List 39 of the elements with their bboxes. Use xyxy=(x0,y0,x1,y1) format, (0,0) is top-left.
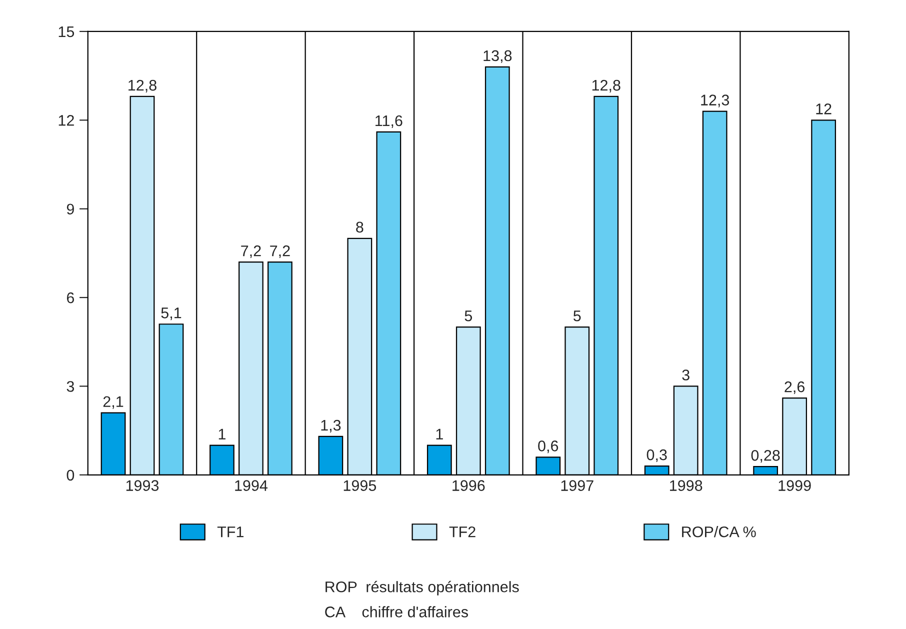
legend-label: TF1 xyxy=(217,526,244,538)
data-label: 5 xyxy=(464,310,472,322)
data-label: 7,2 xyxy=(241,245,261,258)
data-label: 0,3 xyxy=(646,449,667,462)
y-tick-label: 3 xyxy=(66,381,74,392)
data-label: 2,6 xyxy=(784,381,805,394)
y-tick-label: 6 xyxy=(66,292,74,304)
data-label: 12,3 xyxy=(701,94,730,108)
data-label: 7,2 xyxy=(270,245,290,258)
data-label: 5 xyxy=(573,310,581,322)
data-label: 12,8 xyxy=(592,80,620,92)
x-tick-label: 1998 xyxy=(670,480,702,491)
data-label: 1 xyxy=(436,428,443,440)
x-tick-label: 1994 xyxy=(235,480,268,491)
data-label: 5,1 xyxy=(161,308,182,320)
y-tick-label: 12 xyxy=(58,115,74,126)
x-tick-label: 1997 xyxy=(561,480,594,491)
data-label: 13,8 xyxy=(484,50,512,63)
text: CA chiffre d'affaires xyxy=(325,606,468,618)
legend-label: TF2 xyxy=(449,526,476,538)
x-tick-label: 1999 xyxy=(778,480,811,491)
y-tick-label: 0 xyxy=(66,470,74,481)
x-tick-label: 1995 xyxy=(344,480,376,491)
data-label: 0,28 xyxy=(751,450,780,463)
data-label: 12,8 xyxy=(128,80,156,92)
y-tick-label: 15 xyxy=(58,26,74,38)
data-label: 8 xyxy=(356,222,364,233)
x-tick-label: 1996 xyxy=(452,480,485,491)
data-label: 1,3 xyxy=(321,420,341,432)
text: ROP résultats opérationnels xyxy=(326,580,519,596)
x-tick-label: 1993 xyxy=(126,480,159,491)
legend-label: ROP/CA % xyxy=(682,526,756,538)
data-label: 2,1 xyxy=(103,396,124,409)
data-label: 0,6 xyxy=(538,440,558,454)
data-label: 12 xyxy=(816,104,832,114)
data-label: 1 xyxy=(218,428,226,440)
data-label: 3 xyxy=(682,370,690,380)
data-label: 11,6 xyxy=(376,115,402,128)
y-tick-label: 9 xyxy=(66,204,74,215)
